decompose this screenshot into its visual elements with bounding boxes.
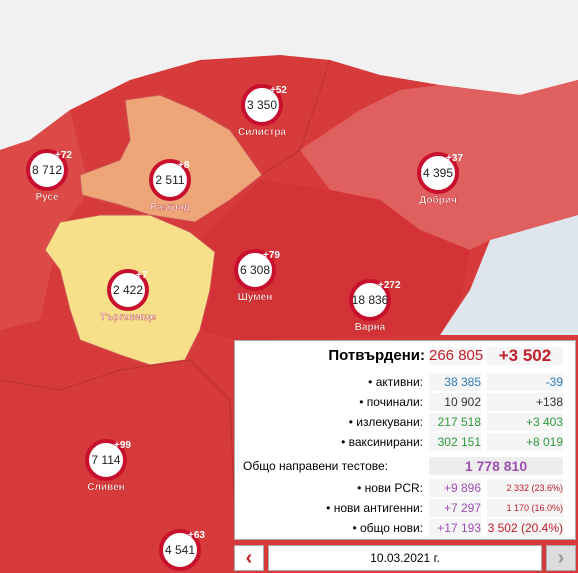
count: 6 308 bbox=[240, 263, 270, 277]
delta: +99 bbox=[114, 440, 131, 451]
date-nav: ‹ 10.03.2021 г. › bbox=[234, 545, 578, 573]
stats-panel: Потвърдени: 266 805 +3 502 • активни: 38 385… bbox=[234, 340, 576, 540]
label: • ваксинирани: bbox=[341, 435, 423, 449]
value: 302 151 bbox=[429, 433, 481, 451]
count: 8 712 bbox=[32, 163, 62, 177]
marker bbox=[149, 159, 191, 201]
delta: +79 bbox=[263, 250, 280, 261]
land-outside bbox=[0, 0, 578, 150]
marker bbox=[107, 269, 149, 311]
count: 4 541 bbox=[165, 543, 195, 557]
positive: 3 502 (20.4%) bbox=[487, 519, 563, 537]
delta: +52 bbox=[270, 85, 287, 96]
count: 3 350 bbox=[247, 98, 277, 112]
count: 4 395 bbox=[423, 166, 453, 180]
label: • излекувани: bbox=[348, 415, 423, 429]
value: 217 518 bbox=[429, 413, 481, 431]
stat-row: • нови антигенни: +7 297 1 170 (16.0%) bbox=[235, 499, 575, 517]
value: 10 902 bbox=[429, 393, 481, 411]
total: 266 805 bbox=[429, 347, 484, 365]
label: • активни: bbox=[368, 375, 423, 389]
region-name: Разград bbox=[150, 202, 190, 213]
marker bbox=[241, 84, 283, 126]
region-name: Варна bbox=[355, 322, 386, 333]
delta: +272 bbox=[378, 280, 401, 291]
marker bbox=[417, 152, 459, 194]
region-name: Шумен bbox=[238, 292, 272, 303]
new: +9 896 bbox=[429, 479, 481, 497]
region-name: Силистра bbox=[238, 127, 286, 138]
sea bbox=[440, 215, 578, 335]
delta: +3 502 bbox=[487, 347, 563, 365]
date: 10.03.2021 г. bbox=[268, 545, 542, 571]
label: Общо направени тестове: bbox=[243, 459, 388, 473]
stat-row: • нови PCR: +9 896 2 332 (23.6%) bbox=[235, 479, 575, 497]
delta: +7 bbox=[136, 270, 148, 281]
new: +7 297 bbox=[429, 499, 481, 517]
region-razgrad bbox=[79, 94, 263, 223]
count: 18 836 bbox=[352, 293, 389, 307]
count: 7 114 bbox=[91, 453, 120, 467]
delta: -39 bbox=[487, 373, 563, 391]
next-button[interactable]: › bbox=[546, 545, 576, 571]
stat-row: Общо направени тестове: 1 778 810 bbox=[235, 457, 575, 475]
stat-row: • ваксинирани: 302 151 +8 019 bbox=[235, 433, 575, 451]
count: 2 511 bbox=[155, 173, 184, 187]
region-name: Сливен bbox=[87, 482, 124, 493]
border bbox=[261, 59, 331, 176]
marker bbox=[349, 279, 391, 321]
border bbox=[0, 359, 235, 501]
marker bbox=[234, 249, 276, 291]
stat-row: • излекувани: 217 518 +3 403 bbox=[235, 413, 575, 431]
marker bbox=[85, 439, 127, 481]
region bbox=[0, 110, 90, 330]
marker bbox=[26, 149, 68, 191]
label: Потвърдени: bbox=[328, 347, 425, 364]
region-name: Търговище bbox=[100, 312, 156, 323]
region-name: Добрич bbox=[419, 194, 457, 206]
label: • починали: bbox=[359, 395, 423, 409]
delta: +138 bbox=[487, 393, 563, 411]
delta: +63 bbox=[188, 530, 205, 541]
delta: +3 403 bbox=[487, 413, 563, 431]
count: 2 422 bbox=[113, 283, 143, 297]
stat-row: Потвърдени: 266 805 +3 502 bbox=[235, 347, 575, 365]
delta: +37 bbox=[446, 153, 463, 164]
delta: +8 bbox=[178, 160, 190, 171]
positive: 1 170 (16.0%) bbox=[487, 499, 563, 517]
prev-button[interactable]: ‹ bbox=[234, 545, 264, 571]
stat-row: • починали: 10 902 +138 bbox=[235, 393, 575, 411]
region-name: Русе bbox=[35, 192, 59, 203]
delta: +8 019 bbox=[487, 433, 563, 451]
value: 38 385 bbox=[429, 373, 481, 391]
stat-row: • общо нови: +17 193 3 502 (20.4%) bbox=[235, 519, 575, 537]
stat-row: • активни: 38 385 -39 bbox=[235, 373, 575, 391]
positive: 2 332 (23.6%) bbox=[487, 479, 563, 497]
label: • нови антигенни: bbox=[326, 501, 423, 515]
marker bbox=[159, 529, 201, 571]
label: • общо нови: bbox=[352, 521, 423, 535]
label: • нови PCR: bbox=[357, 481, 423, 495]
region bbox=[200, 180, 470, 340]
total: 1 778 810 bbox=[429, 457, 563, 475]
new: +17 193 bbox=[429, 519, 481, 537]
delta: +72 bbox=[55, 150, 72, 161]
